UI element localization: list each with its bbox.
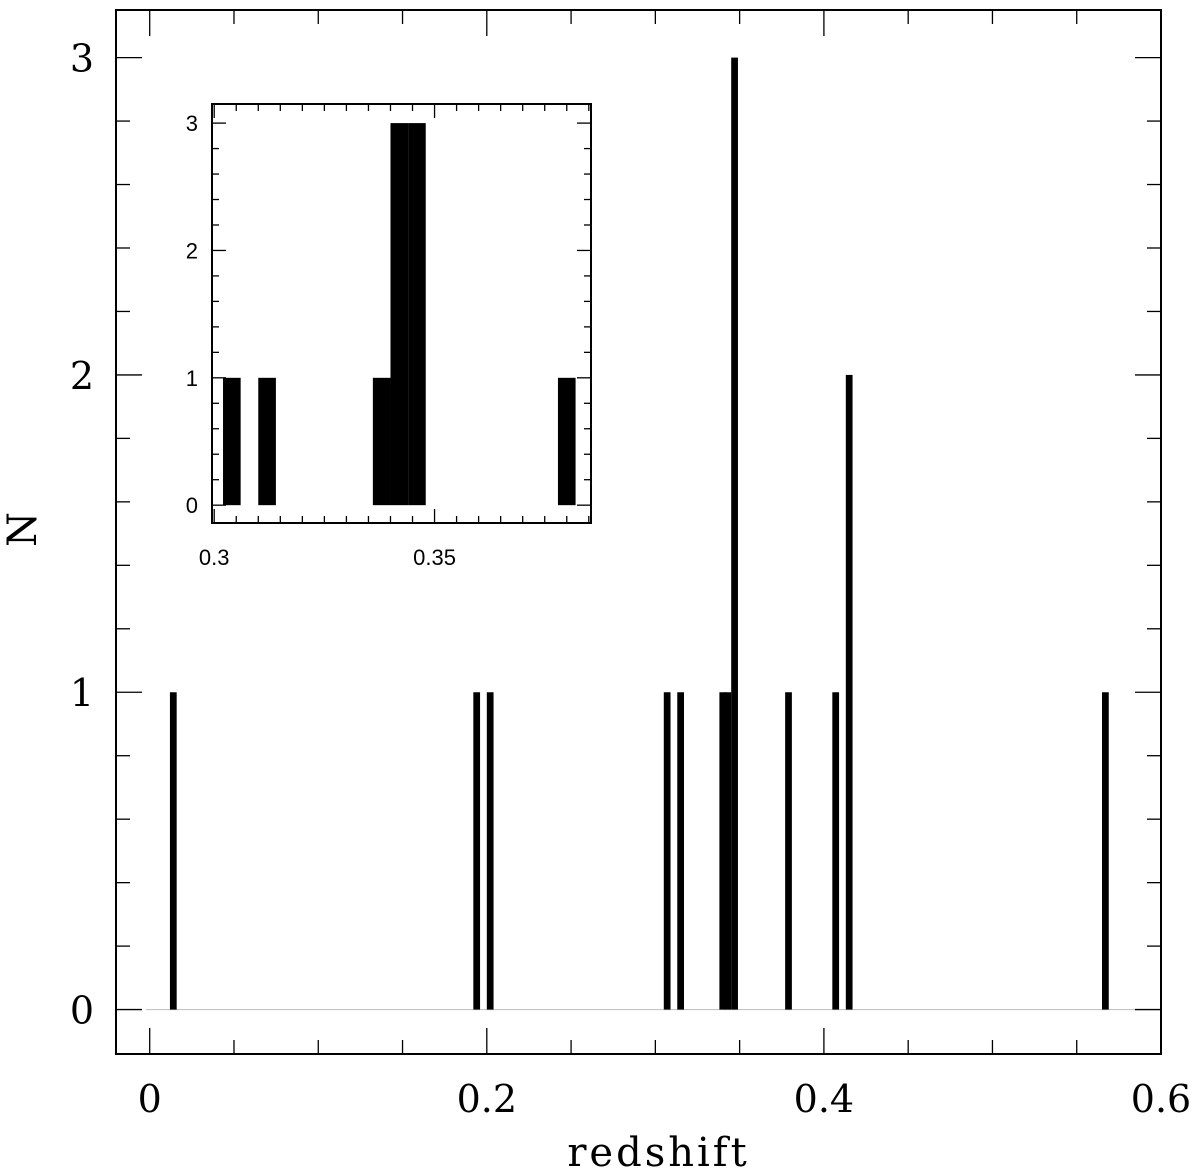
histogram-bar [372,377,391,506]
y-axis-label: N [0,509,46,547]
histogram-bar [473,692,481,1010]
y-tick-label: 2 [186,238,198,263]
histogram-bar [557,377,576,506]
inset-histogram-bars [223,123,576,506]
x-tick-label: 0.4 [794,1077,854,1121]
histogram-bar [719,692,727,1010]
inset-x-tick-labels: 0.3 0.35 [199,545,456,570]
main-x-tick-labels: 0 0.2 0.4 0.6 [138,1077,1192,1121]
histogram-bar [223,377,241,506]
main-y-tick-labels: 0 1 2 3 [70,37,94,1033]
main-histogram-bars [169,57,1109,1010]
y-tick-label: 0 [186,493,198,518]
histogram-bar [408,123,426,506]
y-tick-label: 3 [186,111,198,136]
y-tick-label: 1 [186,366,198,391]
histogram-bar [663,692,671,1010]
x-tick-label: 0.3 [199,545,230,570]
inset-axis-ticks [212,104,591,523]
x-tick-label: 0.2 [457,1077,517,1121]
x-axis-label: redshift [567,1130,749,1174]
histogram-bar [785,692,792,1010]
x-tick-label: 0 [138,1077,162,1121]
histogram-bar [832,692,840,1010]
inset-plot-frame [211,103,592,524]
histogram-bar [731,57,738,1010]
y-tick-label: 1 [70,671,94,715]
histogram-bar [1102,692,1109,1010]
y-tick-label: 3 [70,37,94,81]
y-tick-label: 0 [70,989,94,1033]
histogram-bar [845,374,853,1010]
histogram-bar [486,692,494,1010]
histogram-bar [258,377,276,506]
main-plot-frame [115,9,1162,1055]
x-tick-label: 0.35 [413,545,456,570]
inset-histogram-panel: 0.3 0.35 0 1 2 3 [186,103,592,570]
main-axis-ticks [116,10,1162,1054]
histogram-bar [724,692,732,1010]
inset-y-tick-labels: 0 1 2 3 [186,111,198,518]
histogram-bar [390,123,409,506]
y-tick-label: 2 [70,354,94,398]
histogram-bar [169,692,177,1010]
x-tick-label: 0.6 [1131,1077,1191,1121]
histogram-bar [677,692,685,1010]
main-histogram-panel: 0 0.2 0.4 0.6 0 1 2 3 redshift N [0,9,1192,1174]
